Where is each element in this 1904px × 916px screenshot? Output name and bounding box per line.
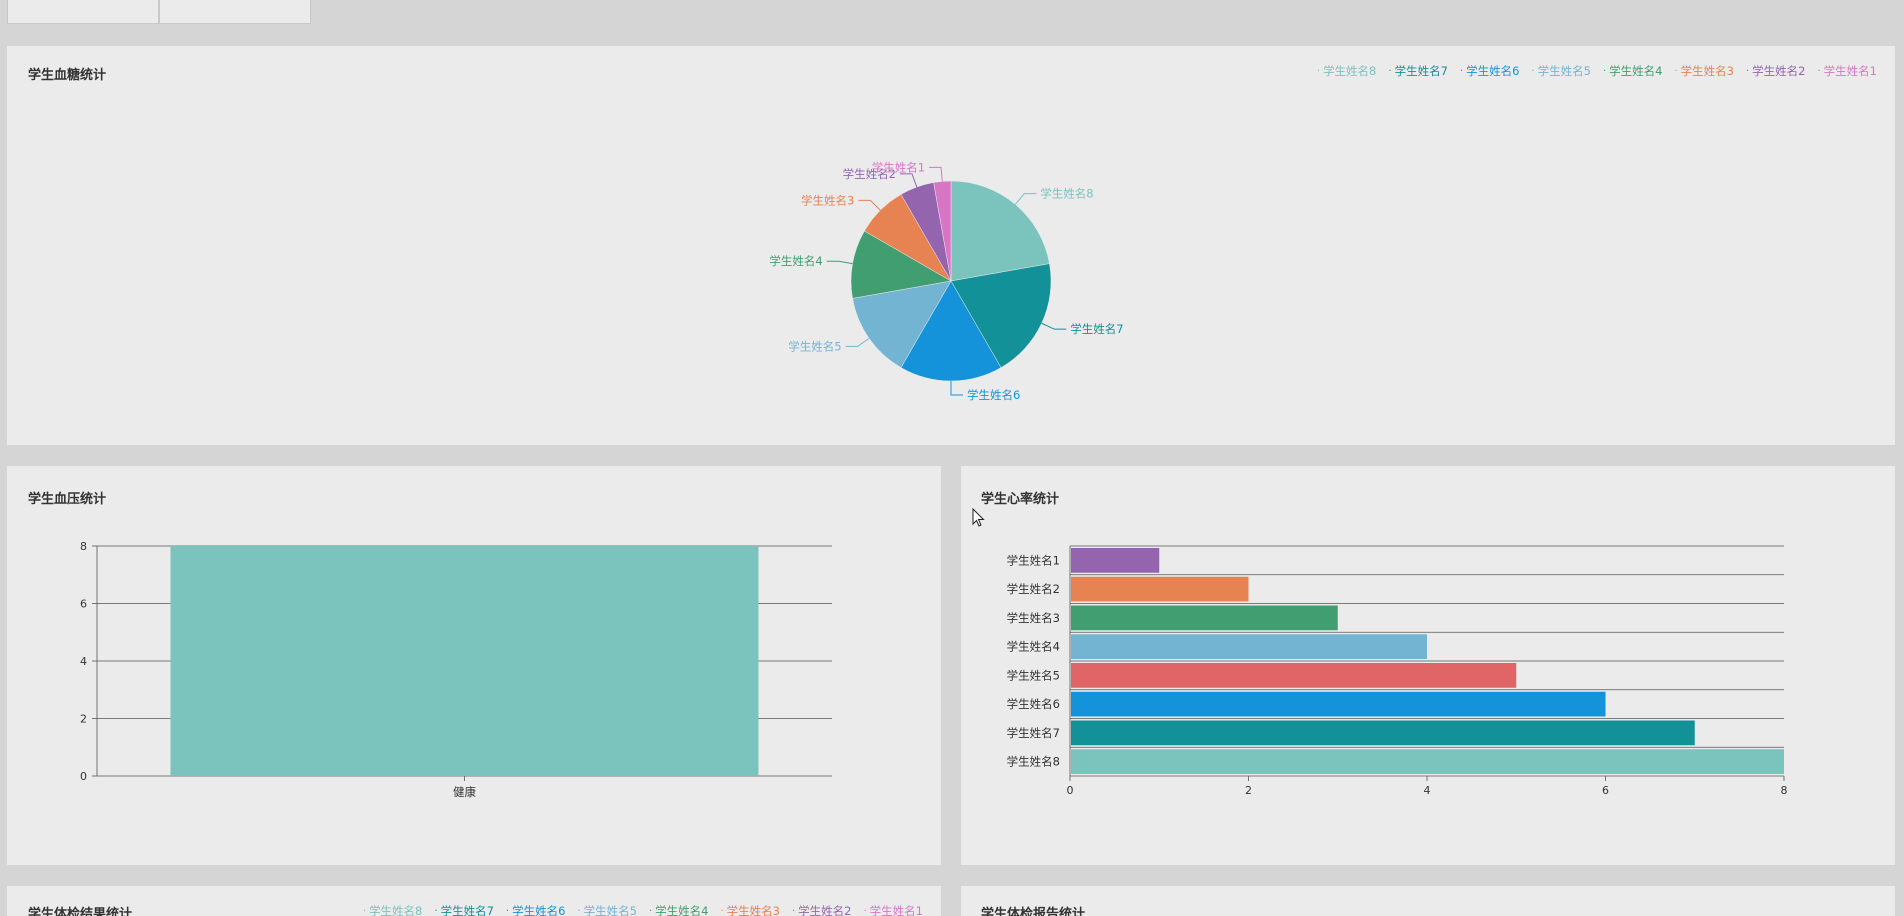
legend-dot-icon: · <box>649 906 652 916</box>
top-tab-1[interactable] <box>7 0 159 24</box>
legend-dot-icon: · <box>434 906 437 916</box>
y-category-label: 学生姓名3 <box>1007 611 1060 625</box>
bar[interactable] <box>1071 548 1159 573</box>
heart-bar-chart: 学生姓名1 学生姓名2 学生姓名3 学生姓名4 学生姓名5 学生姓名6 学生姓名7 学生姓名8… <box>961 466 1895 865</box>
pie-label-line <box>846 338 869 346</box>
exam-legend-item[interactable]: ·学生姓名2 <box>792 903 852 916</box>
y-tick-label: 0 <box>80 770 87 783</box>
legend-label: 学生姓名6 <box>512 903 565 916</box>
exam-legend-item[interactable]: · 学生姓名3 <box>720 903 780 916</box>
y-category-label: 学生姓名4 <box>1007 640 1060 654</box>
pie-label-line <box>1015 194 1036 205</box>
legend-label: 学生姓名7 <box>441 903 494 916</box>
exam-legend-item[interactable]: · 学生姓名7 <box>434 903 494 916</box>
x-tick-label: 0 <box>1067 784 1074 797</box>
bar[interactable] <box>1071 577 1249 602</box>
pie-label: 学生姓名6 <box>967 388 1020 402</box>
pie-label-line <box>900 174 917 187</box>
y-category-label: 学生姓名6 <box>1007 697 1060 711</box>
y-category-label: 学生姓名1 <box>1007 553 1060 567</box>
top-tab-2[interactable] <box>159 0 311 24</box>
y-category-label: 学生姓名8 <box>1007 755 1060 769</box>
bar[interactable] <box>171 546 759 776</box>
bar[interactable] <box>1071 749 1784 774</box>
x-tick-label: 8 <box>1781 784 1788 797</box>
pie-label-line <box>1042 323 1067 329</box>
legend-label: 学生姓名1 <box>870 903 923 916</box>
exam-legend: ·学生姓名8·学生姓名7·学生姓名6·学生姓名5·学生姓名4·学生姓名3·学生姓… <box>351 903 923 916</box>
x-tick-label: 4 <box>1424 784 1431 797</box>
legend-dot-icon: · <box>506 906 509 916</box>
legend-label: 学生姓名3 <box>727 903 780 916</box>
pie-label: 学生姓名4 <box>769 254 822 268</box>
y-category-label: 学生姓名5 <box>1007 668 1060 682</box>
legend-dot-icon: · <box>363 906 366 916</box>
pie-label: 学生姓名5 <box>788 339 841 353</box>
x-tick-label: 2 <box>1245 784 1252 797</box>
bar[interactable] <box>1071 721 1695 746</box>
y-category-label: 学生姓名7 <box>1007 726 1060 740</box>
legend-label: 学生姓名5 <box>584 903 637 916</box>
legend-label: 学生姓名8 <box>369 903 422 916</box>
exam-legend-item[interactable]: · 学生姓名1 <box>863 903 923 916</box>
legend-dot-icon: · <box>720 906 723 916</box>
x-tick-label: 健康 <box>453 785 476 799</box>
bar[interactable] <box>1071 692 1606 717</box>
pie-label: 学生姓名8 <box>1040 187 1093 201</box>
bar[interactable] <box>1071 634 1427 659</box>
x-tick-label: 6 <box>1602 784 1609 797</box>
bottom-right-panel-title: 学生体检报告统计 <box>981 903 1085 916</box>
legend-dot-icon: · <box>792 906 795 916</box>
pie-label-line <box>858 200 880 210</box>
mouse-cursor-icon <box>972 508 986 528</box>
exam-legend-item[interactable]: ·学生姓名6 <box>506 903 566 916</box>
exam-legend-item[interactable]: ·学生姓名8 <box>363 903 423 916</box>
y-category-label: 学生姓名2 <box>1007 582 1060 596</box>
pie-label: 学生姓名3 <box>801 193 854 207</box>
y-tick-label: 4 <box>80 655 87 668</box>
pie-label: 学生姓名7 <box>1070 322 1123 336</box>
exam-legend-item[interactable]: ·学生姓名4 <box>649 903 709 916</box>
bar[interactable] <box>1071 663 1516 688</box>
bar[interactable] <box>1071 606 1338 631</box>
sugar-panel: 学生血糖统计 ·学生姓名8·学生姓名7·学生姓名6·学生姓名5·学生姓名4·学生… <box>7 46 1895 445</box>
legend-label: 学生姓名4 <box>655 903 708 916</box>
legend-dot-icon: · <box>863 906 866 916</box>
pressure-bar-chart: 0 2 4 6 8 健康 <box>7 466 941 865</box>
exam-panel-title: 学生体检结果统计 <box>28 903 132 916</box>
y-tick-label: 6 <box>80 598 87 611</box>
pie-label: 学生姓名1 <box>872 160 925 174</box>
pie-label-line <box>929 167 942 181</box>
pie-label-line <box>827 261 853 263</box>
legend-label: 学生姓名2 <box>798 903 851 916</box>
exam-legend-item[interactable]: · 学生姓名5 <box>577 903 637 916</box>
y-tick-label: 2 <box>80 713 87 726</box>
legend-dot-icon: · <box>577 906 580 916</box>
pie-label-line <box>951 381 963 395</box>
y-tick-label: 8 <box>80 540 87 553</box>
